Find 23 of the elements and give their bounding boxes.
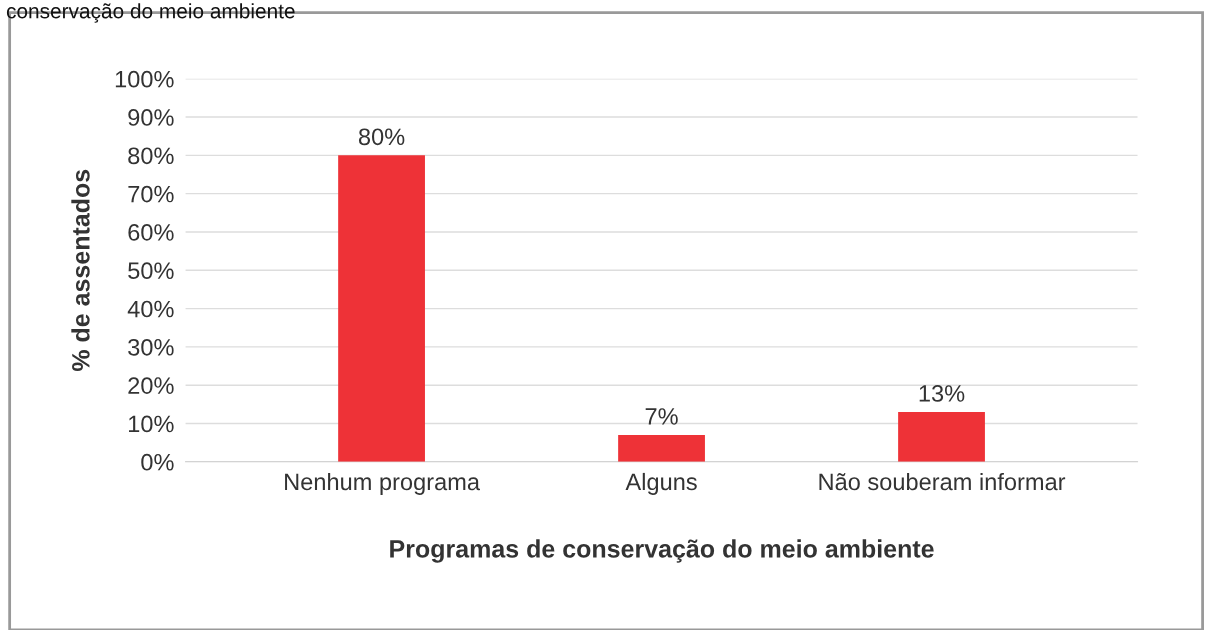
y-tick-label: 100% <box>115 70 174 88</box>
x-tick-label: Alguns <box>625 472 697 495</box>
y-tick-label: 70% <box>128 185 174 203</box>
x-tick-label: Nenhum programa <box>285 472 480 495</box>
x-tick-label: Não souberam informar <box>819 472 1066 491</box>
y-tick-label: 80% <box>128 147 174 165</box>
data-label: 80% <box>358 128 405 146</box>
y-tick-label: 90% <box>128 109 174 126</box>
y-tick-label: 30% <box>128 338 174 356</box>
bar <box>338 155 425 462</box>
x-axis-title: Programas de conservação do meio ambiente <box>390 539 934 563</box>
y-tick-label: 50% <box>128 262 174 280</box>
data-label: 7% <box>645 408 678 425</box>
chart-title: conservação do meio ambiente <box>6 3 295 23</box>
bar <box>898 411 985 462</box>
y-tick-label: 0% <box>141 453 174 471</box>
bar <box>618 434 705 462</box>
y-axis-title: % de assentados <box>71 169 90 372</box>
data-label: 13% <box>919 385 965 402</box>
y-tick-label: 40% <box>127 300 174 318</box>
y-tick-label: 20% <box>128 377 174 394</box>
y-tick-label: 60% <box>128 224 174 241</box>
y-tick-label: 10% <box>129 415 174 433</box>
